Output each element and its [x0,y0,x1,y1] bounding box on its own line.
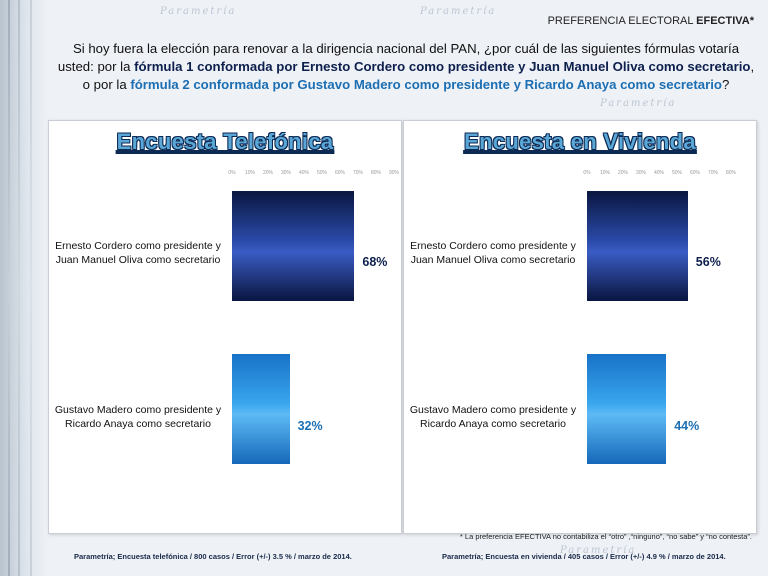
watermark-text: Parametría [560,545,637,556]
x-tick-label: 30% [635,170,647,176]
x-tick-label: 30% [280,170,292,176]
x-tick-label: 50% [316,170,328,176]
x-tick-label: 70% [352,170,364,176]
x-tick-label: 70% [707,170,719,176]
chart-title: Encuesta Telefónica [116,129,334,154]
watermark-text: Parametría [160,6,237,17]
bar-formula-1 [587,191,688,301]
category-label: Gustavo Madero como presidente y Ricardo… [54,404,222,430]
source-note: Parametría; Encuesta telefónica / 800 ca… [74,552,352,561]
x-tick-label: 20% [262,170,274,176]
x-tick-label: 90% [388,170,400,176]
x-tick-label: 40% [298,170,310,176]
category-label: Ernesto Cordero como presidente y Juan M… [55,240,221,266]
x-tick-label: 60% [334,170,346,176]
value-label: 68% [362,255,388,269]
decorative-branch [18,0,20,576]
formula-2-text: fórmula 2 conformada por Gustavo Madero … [130,77,722,92]
bar-formula-2 [587,354,667,464]
decorative-left-strip [0,0,48,576]
decorative-branch [30,0,32,576]
chart-panel-vivienda: Encuesta en Vivienda 0% 10% 20% 30% 40% 50% 60… [403,120,757,534]
bar-formula-1 [232,191,355,301]
x-tick-label: 50% [671,170,683,176]
x-tick-label: 40% [653,170,665,176]
formula-1-text: fórmula 1 conformada por Ernesto Cordero… [134,59,751,74]
value-label: 32% [297,419,323,433]
value-label: 44% [674,419,700,433]
x-tick-label: 60% [689,170,701,176]
category-label: Ernesto Cordero como presidente y Juan M… [410,240,576,266]
x-tick-label: 80% [370,170,382,176]
x-tick-label: 10% [244,170,256,176]
chart-panel-telefonica: Encuesta Telefónica 0% 10% 20% 30% 40% 50% 60%… [48,120,402,534]
x-tick-label: 0% [583,170,591,176]
survey-question: Si hoy fuera la elección para renovar a … [57,41,755,92]
footnote: * La preferencia EFECTIVA no contabiliza… [459,532,752,541]
x-tick-label: 10% [599,170,611,176]
x-tick-label: 80% [725,170,737,176]
decorative-branch [8,0,10,576]
category-label: Gustavo Madero como presidente y Ricardo… [409,404,577,430]
bar-formula-2 [232,354,290,464]
x-tick-label: 20% [617,170,629,176]
value-label: 56% [695,255,721,269]
header-label: PREFERENCIA ELECTORAL EFECTIVA* [547,15,754,27]
watermark-text: Parametría [420,6,497,17]
x-tick-label: 0% [228,170,236,176]
chart-title: Encuesta en Vivienda [464,129,696,154]
source-note: Parametría; Encuesta en vivienda / 405 c… [442,552,726,561]
watermark-text: Parametría [600,98,677,109]
